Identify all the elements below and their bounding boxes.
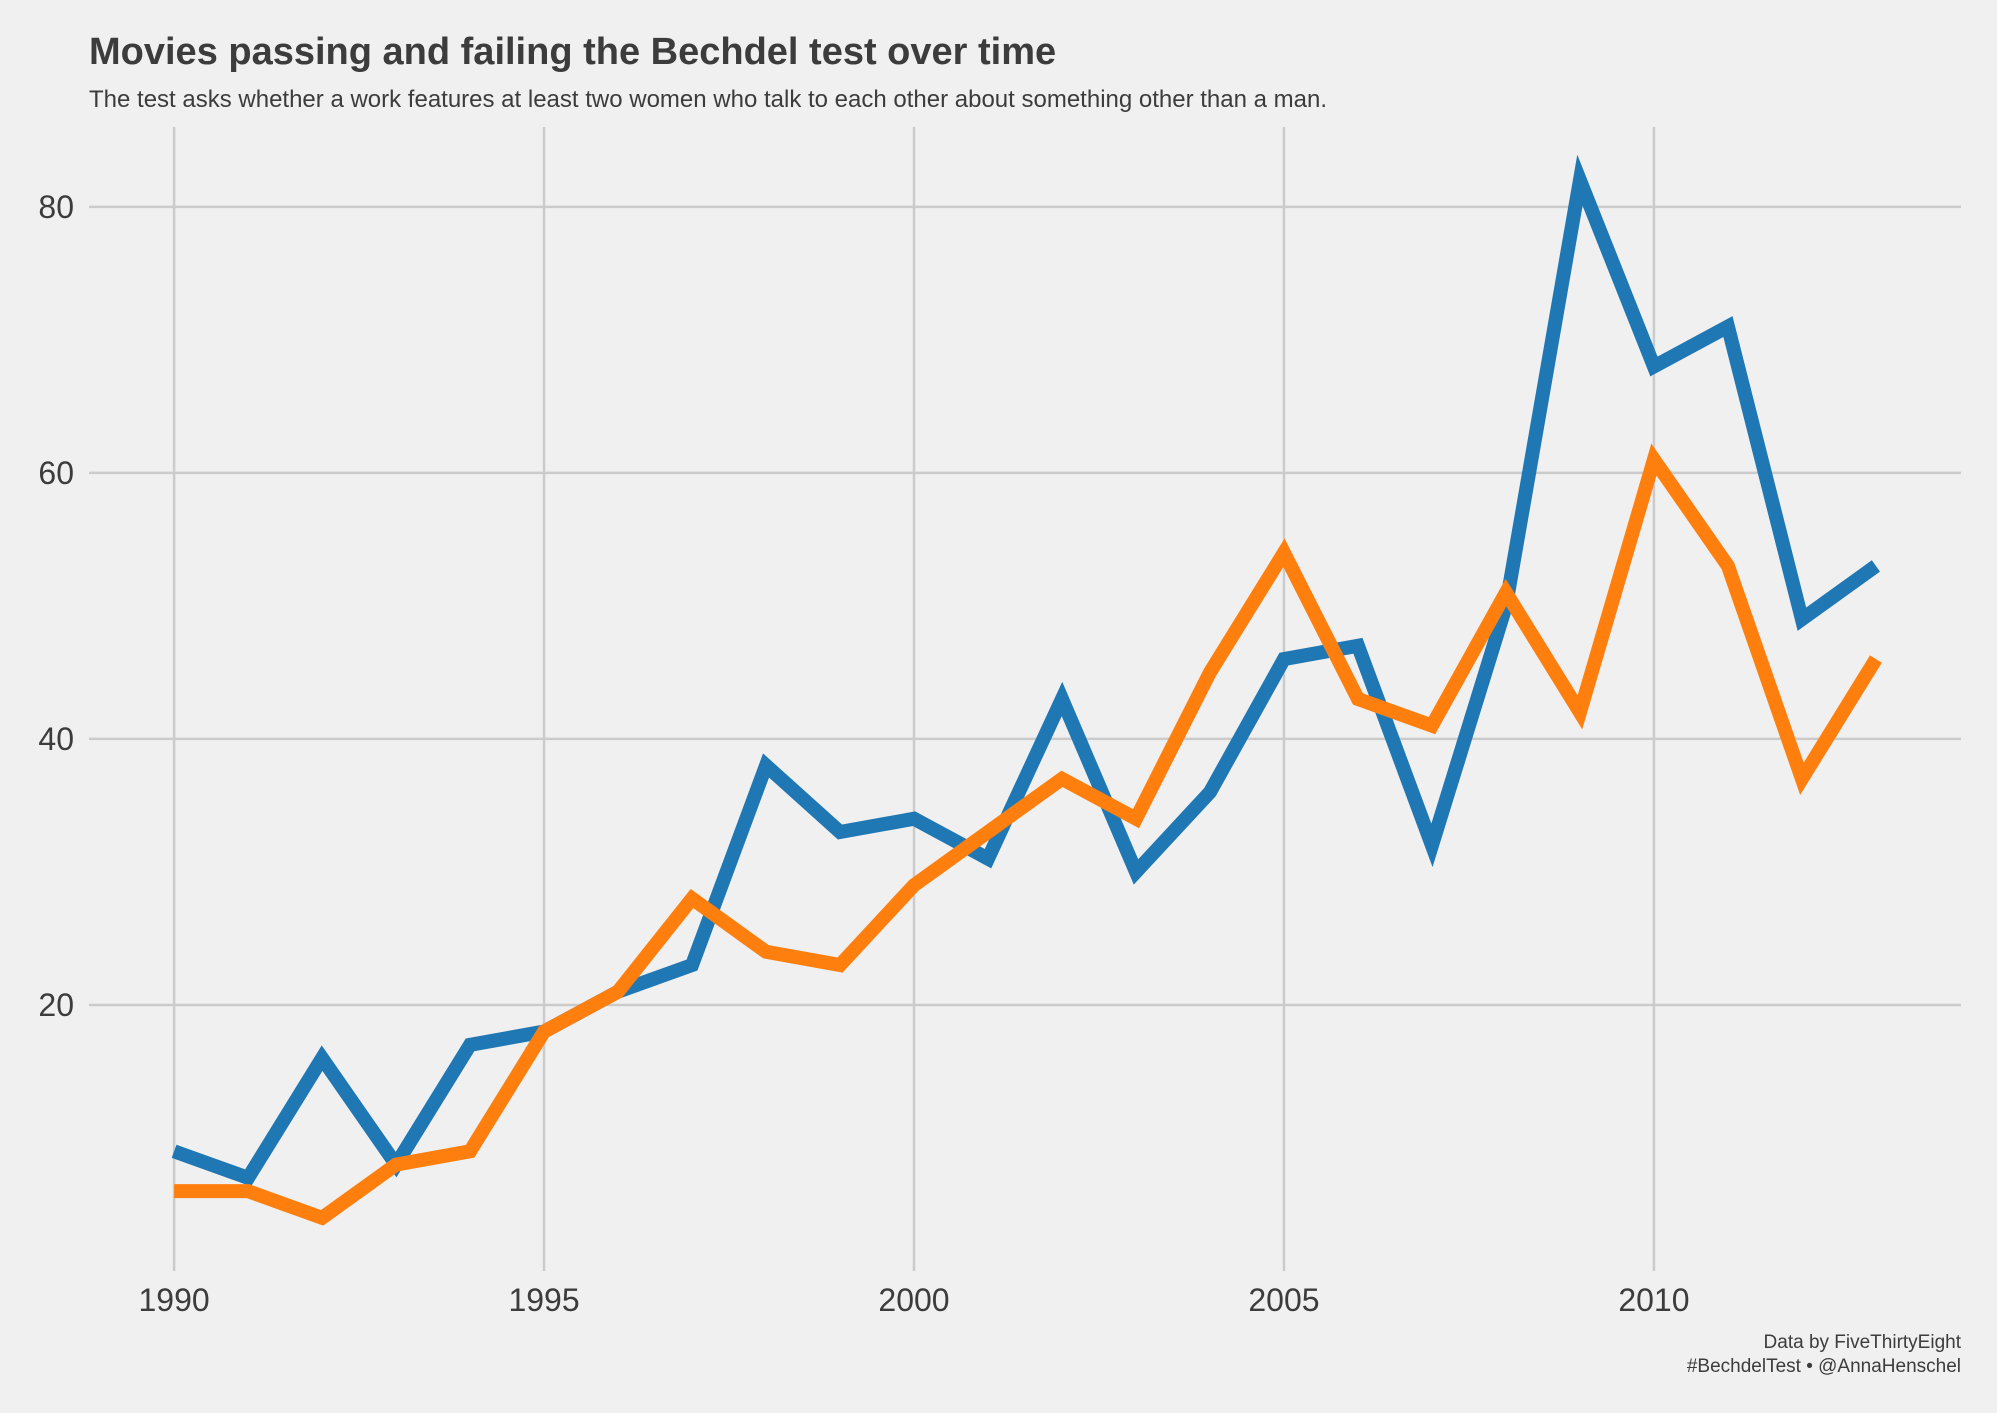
- line: [174, 443, 1882, 1226]
- y-tick-label: 80: [38, 189, 74, 225]
- line: [171, 154, 1880, 1187]
- chart-subtitle: The test asks whether a work features at…: [89, 86, 1327, 113]
- credit: Data by FiveThirtyEight: [1764, 1332, 1962, 1353]
- x-tick-label: 2010: [1618, 1282, 1689, 1318]
- y-tick-label: 40: [38, 721, 74, 757]
- x-tick-label: 2005: [1248, 1282, 1319, 1318]
- chart-title: Movies passing and failing the Bechdel t…: [89, 31, 1056, 73]
- y-tick-label: 20: [38, 987, 74, 1023]
- credit: #BechdelTest • @AnnaHenschel: [1687, 1356, 1961, 1377]
- y-tick-label: 60: [38, 455, 74, 491]
- x-tick-label: 2000: [878, 1282, 949, 1318]
- x-tick-label: 1995: [508, 1282, 579, 1318]
- x-tick-label: 1990: [138, 1282, 209, 1318]
